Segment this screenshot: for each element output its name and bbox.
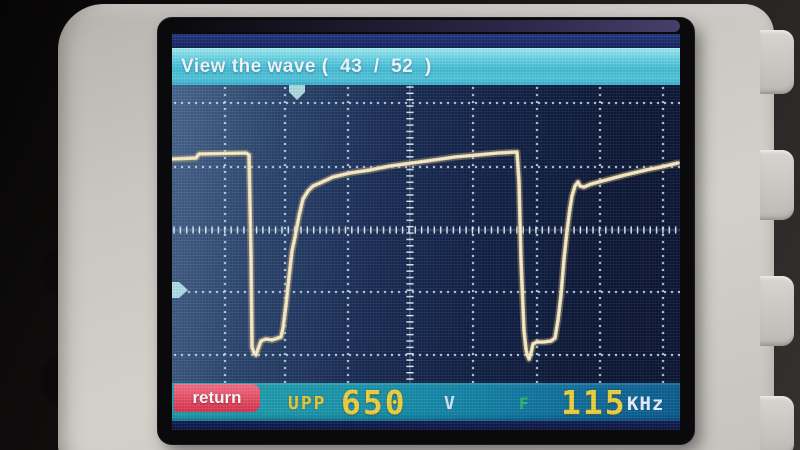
trigger-level-marker-icon	[172, 282, 188, 298]
return-button[interactable]: return	[174, 384, 260, 412]
frequency-unit: KHz	[627, 393, 665, 415]
frequency-value: 115	[561, 383, 627, 422]
bezel-reflection	[180, 20, 680, 32]
vpp-value: 650	[341, 383, 407, 422]
status-bar: return UPP 650 V F 115 KHz	[172, 383, 680, 421]
page-title: View the wave ( 43 / 52 )	[181, 55, 432, 77]
frequency-label: F	[519, 394, 529, 413]
right-grip-tab	[760, 150, 794, 220]
right-grip-tab	[760, 396, 794, 450]
right-grip-tab	[760, 276, 794, 346]
lcd-top-margin	[172, 34, 680, 48]
lcd-bottom-margin	[172, 421, 680, 430]
vpp-unit: V	[444, 393, 455, 414]
trigger-position-marker-icon	[289, 85, 305, 100]
waveform-chart	[172, 85, 680, 383]
lcd-screen: View the wave ( 43 / 52 ) return UPP 650…	[172, 34, 680, 430]
title-bar: View the wave ( 43 / 52 )	[172, 48, 680, 85]
vpp-label: UPP	[288, 393, 327, 414]
waveform-display	[172, 85, 680, 383]
right-grip-tab	[760, 30, 794, 94]
